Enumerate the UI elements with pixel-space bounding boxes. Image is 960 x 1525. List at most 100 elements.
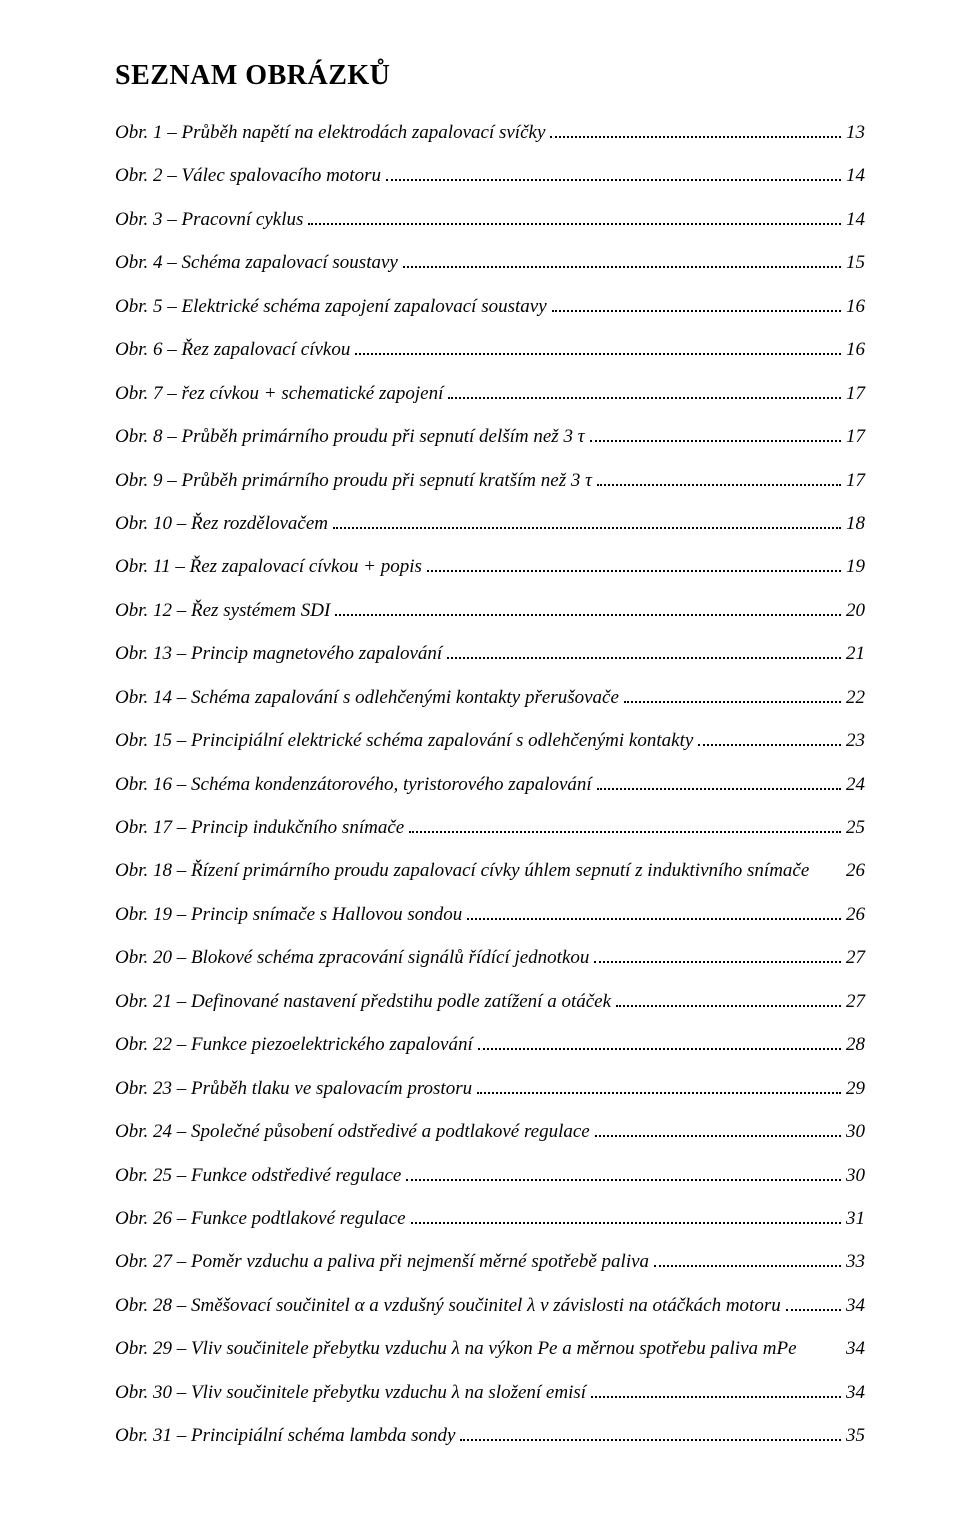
toc-entry: Obr. 11 – Řez zapalovací cívkou + popis1…	[115, 552, 865, 581]
toc-entry: Obr. 7 – řez cívkou + schematické zapoje…	[115, 379, 865, 408]
toc-entry-label: Obr. 4 – Schéma zapalovací soustavy	[115, 248, 398, 277]
toc-entry-page: 31	[846, 1204, 865, 1233]
toc-leader-dots	[698, 744, 841, 746]
toc-list: Obr. 1 – Průběh napětí na elektrodách za…	[115, 118, 865, 1451]
toc-entry: Obr. 18 – Řízení primárního proudu zapal…	[115, 856, 865, 885]
toc-entry-label: Obr. 16 – Schéma kondenzátorového, tyris…	[115, 770, 592, 799]
toc-entry-page: 25	[846, 813, 865, 842]
toc-entry: Obr. 8 – Průběh primárního proudu při se…	[115, 422, 865, 451]
toc-entry-page: 30	[846, 1117, 865, 1146]
toc-entry: Obr. 1 – Průběh napětí na elektrodách za…	[115, 118, 865, 147]
toc-entry-page: 13	[846, 118, 865, 147]
toc-entry-page: 17	[846, 422, 865, 451]
toc-leader-dots	[409, 831, 841, 833]
toc-leader-dots	[597, 788, 841, 790]
toc-entry-page: 19	[846, 552, 865, 581]
toc-entry-label: Obr. 2 – Válec spalovacího motoru	[115, 161, 381, 190]
toc-leader-dots	[786, 1309, 841, 1311]
toc-leader-dots	[594, 961, 841, 963]
toc-entry: Obr. 26 – Funkce podtlakové regulace 31	[115, 1204, 865, 1233]
toc-entry-page: 15	[846, 248, 865, 277]
toc-entry: Obr. 4 – Schéma zapalovací soustavy 15	[115, 248, 865, 277]
toc-entry-page: 34	[846, 1291, 865, 1320]
toc-entry-page: 27	[846, 987, 865, 1016]
toc-entry-label: Obr. 1 – Průběh napětí na elektrodách za…	[115, 118, 545, 147]
toc-entry-label: Obr. 31 – Principiální schéma lambda son…	[115, 1421, 455, 1450]
toc-entry-page: 28	[846, 1030, 865, 1059]
toc-entry: Obr. 23 – Průběh tlaku ve spalovacím pro…	[115, 1074, 865, 1103]
toc-entry: Obr. 28 – Směšovací součinitel α a vzduš…	[115, 1291, 865, 1320]
toc-entry: Obr. 5 – Elektrické schéma zapojení zapa…	[115, 292, 865, 321]
toc-entry-page: 14	[846, 161, 865, 190]
toc-entry-page: 14	[846, 205, 865, 234]
toc-entry-label: Obr. 30 – Vliv součinitele přebytku vzdu…	[115, 1378, 586, 1407]
toc-entry-label: Obr. 7 – řez cívkou + schematické zapoje…	[115, 379, 443, 408]
toc-leader-dots	[427, 570, 841, 572]
toc-entry: Obr. 20 – Blokové schéma zpracování sign…	[115, 943, 865, 972]
toc-entry: Obr. 22 – Funkce piezoelektrického zapal…	[115, 1030, 865, 1059]
toc-entry-label: Obr. 27 – Poměr vzduchu a paliva při nej…	[115, 1247, 649, 1276]
toc-leader-dots	[447, 657, 841, 659]
toc-leader-dots	[460, 1439, 841, 1441]
toc-entry-page: 26	[846, 856, 865, 885]
toc-entry: Obr. 21 – Definované nastavení předstihu…	[115, 987, 865, 1016]
toc-entry-page: 34	[846, 1334, 865, 1363]
toc-entry: Obr. 27 – Poměr vzduchu a paliva při nej…	[115, 1247, 865, 1276]
toc-entry-page: 16	[846, 292, 865, 321]
toc-leader-dots	[333, 527, 841, 529]
toc-entry-page: 35	[846, 1421, 865, 1450]
toc-entry-page: 30	[846, 1161, 865, 1190]
toc-entry-label: Obr. 8 – Průběh primárního proudu při se…	[115, 422, 585, 451]
toc-entry-label: Obr. 15 – Principiální elektrické schéma…	[115, 726, 693, 755]
toc-entry-label: Obr. 18 – Řízení primárního proudu zapal…	[115, 856, 809, 885]
toc-entry-label: Obr. 28 – Směšovací součinitel α a vzduš…	[115, 1291, 781, 1320]
toc-leader-dots	[616, 1005, 841, 1007]
toc-entry: Obr. 9 – Průběh primárního proudu při se…	[115, 466, 865, 495]
toc-entry-label: Obr. 9 – Průběh primárního proudu při se…	[115, 466, 592, 495]
toc-entry-label: Obr. 25 – Funkce odstředivé regulace	[115, 1161, 401, 1190]
toc-entry-page: 18	[846, 509, 865, 538]
toc-entry-page: 27	[846, 943, 865, 972]
toc-leader-dots	[552, 310, 841, 312]
toc-entry-page: 24	[846, 770, 865, 799]
toc-leader-dots	[406, 1179, 841, 1181]
toc-entry-label: Obr. 3 – Pracovní cyklus	[115, 205, 303, 234]
toc-entry: Obr. 3 – Pracovní cyklus 14	[115, 205, 865, 234]
toc-entry: Obr. 19 – Princip snímače s Hallovou son…	[115, 900, 865, 929]
toc-entry-page: 17	[846, 466, 865, 495]
toc-entry: Obr. 30 – Vliv součinitele přebytku vzdu…	[115, 1378, 865, 1407]
toc-leader-dots	[478, 1048, 841, 1050]
page-container: SEZNAM OBRÁZKŮ Obr. 1 – Průběh napětí na…	[0, 0, 960, 1525]
toc-entry-page: 26	[846, 900, 865, 929]
toc-leader-dots	[403, 266, 841, 268]
toc-leader-dots	[595, 1135, 841, 1137]
toc-entry-label: Obr. 23 – Průběh tlaku ve spalovacím pro…	[115, 1074, 472, 1103]
toc-entry: Obr. 31 – Principiální schéma lambda son…	[115, 1421, 865, 1450]
toc-leader-dots	[308, 223, 841, 225]
toc-entry-page: 21	[846, 639, 865, 668]
toc-entry-label: Obr. 13 – Princip magnetového zapalování	[115, 639, 442, 668]
toc-leader-dots	[335, 614, 841, 616]
toc-leader-dots	[654, 1265, 841, 1267]
toc-entry-page: 17	[846, 379, 865, 408]
toc-leader-dots	[591, 1396, 841, 1398]
toc-entry-page: 16	[846, 335, 865, 364]
toc-entry-label: Obr. 26 – Funkce podtlakové regulace	[115, 1204, 406, 1233]
toc-entry-label: Obr. 21 – Definované nastavení předstihu…	[115, 987, 611, 1016]
toc-entry-label: Obr. 17 – Princip indukčního snímače	[115, 813, 404, 842]
toc-leader-dots	[624, 701, 841, 703]
toc-entry-label: Obr. 5 – Elektrické schéma zapojení zapa…	[115, 292, 547, 321]
toc-leader-dots	[597, 484, 841, 486]
toc-entry: Obr. 14 – Schéma zapalování s odlehčeným…	[115, 683, 865, 712]
toc-leader-dots	[411, 1222, 841, 1224]
toc-entry-label: Obr. 24 – Společné působení odstředivé a…	[115, 1117, 590, 1146]
toc-entry-label: Obr. 14 – Schéma zapalování s odlehčeným…	[115, 683, 619, 712]
toc-entry: Obr. 12 – Řez systémem SDI20	[115, 596, 865, 625]
toc-leader-dots	[448, 397, 841, 399]
toc-entry-page: 34	[846, 1378, 865, 1407]
toc-entry-label: Obr. 10 – Řez rozdělovačem	[115, 509, 328, 538]
toc-entry-page: 23	[846, 726, 865, 755]
toc-entry: Obr. 2 – Válec spalovacího motoru 14	[115, 161, 865, 190]
toc-entry-label: Obr. 22 – Funkce piezoelektrického zapal…	[115, 1030, 473, 1059]
page-title: SEZNAM OBRÁZKŮ	[115, 60, 865, 92]
